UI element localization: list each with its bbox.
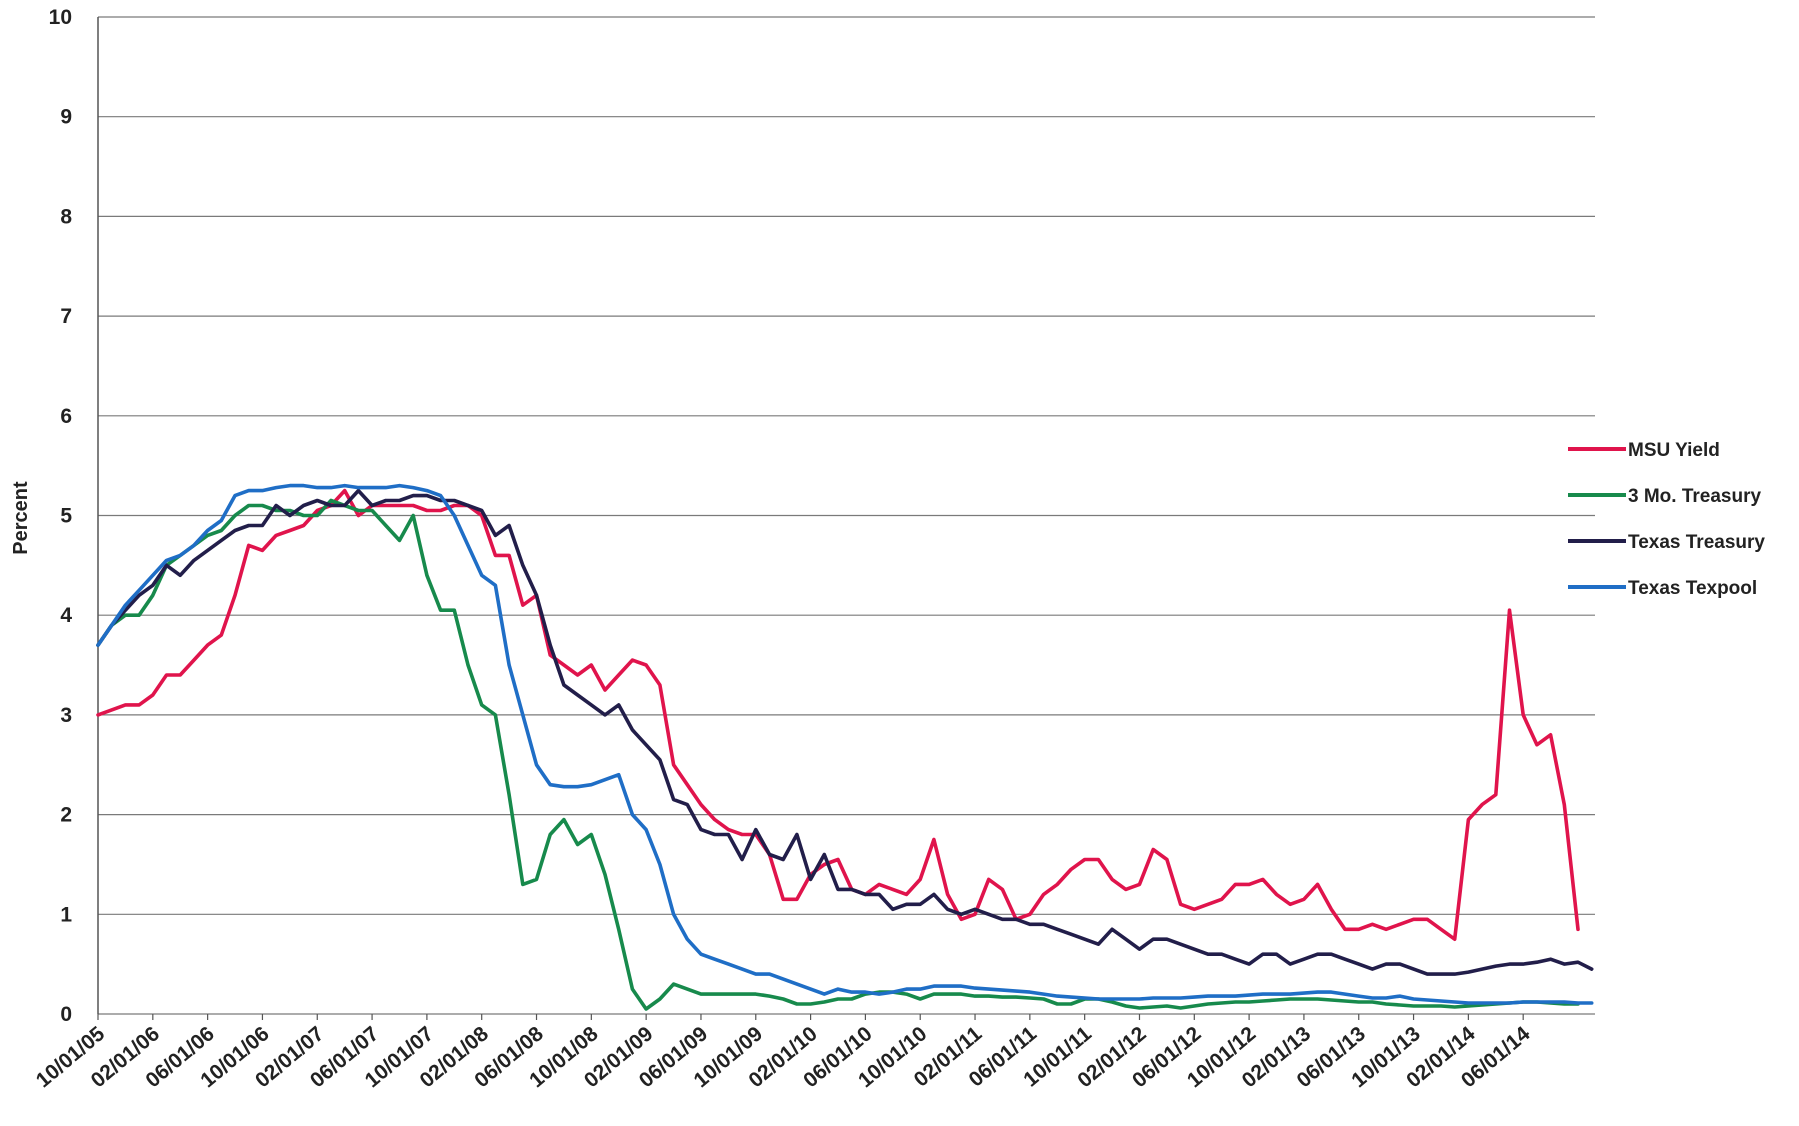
y-tick-label: 9 — [60, 106, 72, 129]
y-tick-label: 7 — [60, 305, 72, 328]
y-tick-label: 2 — [60, 804, 72, 827]
series-line-texas-texpool — [96, 483, 1594, 1005]
y-tick-label: 6 — [60, 405, 72, 428]
y-tick-label: 0 — [60, 1003, 72, 1026]
series-line-texas-treasury — [96, 488, 1594, 976]
y-tick-label: 5 — [60, 505, 72, 528]
legend-label: Texas Texpool — [1628, 578, 1757, 599]
legend-label: Texas Treasury — [1628, 532, 1765, 553]
series-line-msu-yield — [96, 488, 1580, 942]
y-axis-title: Percent — [10, 481, 32, 555]
y-tick-label: 1 — [60, 903, 72, 926]
legend: MSU Yield 3 Mo. Treasury Texas Treasury Tex… — [1568, 440, 1765, 599]
legend-label: MSU Yield — [1628, 440, 1720, 461]
gridlines — [98, 16, 1595, 1015]
y-tick-label: 4 — [60, 604, 72, 627]
y-tick-label: 8 — [60, 205, 72, 228]
legend-label: 3 Mo. Treasury — [1628, 486, 1761, 507]
y-tick-label: 3 — [60, 704, 72, 727]
series-line-3-mo-treasury — [96, 498, 1580, 1011]
series-lines — [96, 483, 1594, 1011]
y-tick-label: 10 — [49, 6, 72, 29]
